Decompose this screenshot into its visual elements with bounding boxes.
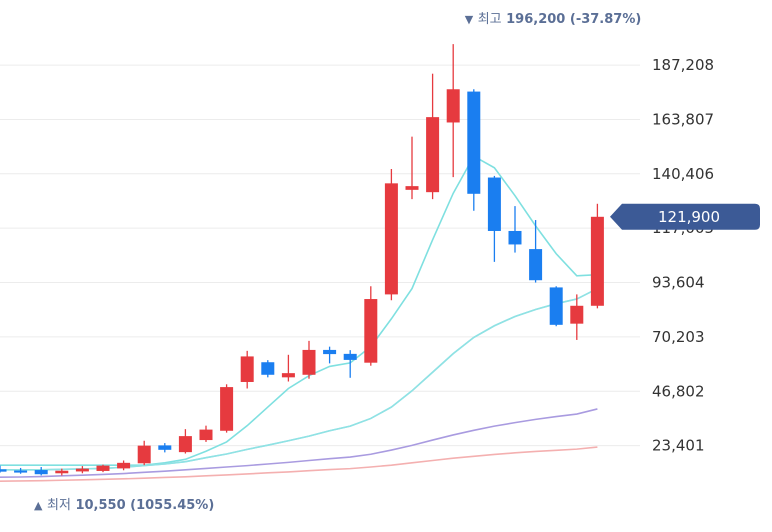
candle-body-26 [529, 249, 543, 281]
candle-5 [96, 464, 110, 473]
svg-text:▲ 최저 10,550 (1: ▲ 최저 10,550 (1055.45%) [34, 498, 214, 513]
candle-15 [302, 340, 316, 379]
candle-body-24 [487, 177, 501, 231]
candle-body-9 [178, 436, 192, 453]
candle-body-10 [199, 429, 213, 441]
current-price-tag: 121,900 [610, 203, 760, 230]
candle-body-21 [426, 117, 440, 193]
candle-2 [34, 467, 48, 476]
candle-29 [590, 203, 604, 309]
candle-10 [199, 425, 213, 442]
candle-body-16 [323, 349, 337, 355]
candle-body-22 [446, 89, 460, 123]
candle-body-8 [158, 445, 172, 450]
candle-11 [220, 384, 234, 433]
y-tick-label-1: 46,802 [652, 382, 705, 400]
candle-17 [343, 350, 357, 378]
candle-4 [75, 466, 89, 474]
candle-16 [323, 346, 337, 364]
low-annotation: ▲ 최저 10,550 (1055.45%) [34, 498, 214, 513]
candle-body-28 [570, 305, 584, 324]
y-axis-ticks: 23,40146,80270,20393,604117,005140,40616… [652, 56, 714, 455]
candle-body-1 [14, 470, 28, 473]
svg-text:▼ 최고 196,200 (: ▼ 최고 196,200 (-37.87%) [465, 12, 642, 27]
candle-14 [281, 354, 295, 382]
high-value: 196,200 (-37.87%) [506, 12, 641, 27]
candles [0, 44, 604, 476]
candle-body-25 [508, 230, 522, 245]
y-tick-label-0: 23,401 [652, 437, 705, 455]
candle-6 [117, 460, 131, 471]
candle-body-19 [384, 183, 398, 295]
high-marker: ▼ [465, 13, 474, 26]
high-annotation: ▼ 최고 196,200 (-37.87%) [465, 12, 642, 27]
y-tick-label-3: 93,604 [652, 274, 705, 292]
candle-body-17 [343, 353, 357, 360]
candle-body-0 [0, 469, 7, 472]
candle-26 [529, 220, 543, 283]
low-label: 최저 [47, 498, 71, 513]
candle-body-15 [302, 349, 316, 375]
candle-18 [364, 286, 378, 366]
low-value: 10,550 (1055.45%) [75, 498, 214, 513]
candle-12 [240, 350, 254, 389]
candle-1 [14, 467, 28, 474]
candle-25 [508, 206, 522, 253]
candle-body-27 [549, 287, 563, 325]
candle-body-11 [220, 387, 234, 431]
current-price-tag-shape [610, 203, 760, 230]
moving-average-line-1 [0, 287, 598, 471]
candle-body-6 [117, 462, 131, 469]
candle-body-20 [405, 186, 419, 190]
moving-average-line-3 [0, 408, 598, 479]
candle-0 [0, 465, 7, 473]
candle-body-14 [281, 373, 295, 378]
candle-28 [570, 294, 584, 340]
candle-body-12 [240, 356, 254, 382]
moving-average-line-0 [0, 155, 598, 466]
candle-13 [261, 360, 275, 378]
candle-19 [384, 168, 398, 301]
grid-lines [0, 64, 640, 447]
candle-23 [467, 89, 481, 211]
candle-body-13 [261, 362, 275, 375]
moving-average-line-2 [0, 287, 598, 471]
candle-27 [549, 286, 563, 327]
high-label: 최고 [478, 12, 502, 27]
candle-body-29 [590, 216, 604, 306]
current-price-label: 121,900 [658, 208, 720, 226]
y-tick-label-2: 70,203 [652, 328, 705, 346]
candle-body-3 [55, 470, 69, 474]
candle-body-18 [364, 299, 378, 363]
candle-body-5 [96, 465, 110, 471]
moving-average-lines [0, 155, 598, 482]
candle-7 [137, 440, 151, 466]
candle-22 [446, 44, 460, 178]
candle-20 [405, 136, 419, 200]
candle-21 [426, 73, 440, 200]
candle-body-23 [467, 91, 481, 194]
candle-24 [487, 175, 501, 262]
low-marker: ▲ [34, 499, 43, 512]
candle-body-2 [34, 470, 48, 475]
y-tick-label-5: 140,406 [652, 165, 714, 183]
y-tick-label-6: 163,807 [652, 110, 714, 128]
candle-body-4 [75, 468, 89, 472]
y-tick-label-7: 187,208 [652, 56, 714, 74]
candle-3 [55, 468, 69, 476]
candle-body-7 [137, 445, 151, 464]
candle-9 [178, 429, 192, 454]
candle-8 [158, 443, 172, 453]
moving-average-line-4 [0, 446, 598, 482]
